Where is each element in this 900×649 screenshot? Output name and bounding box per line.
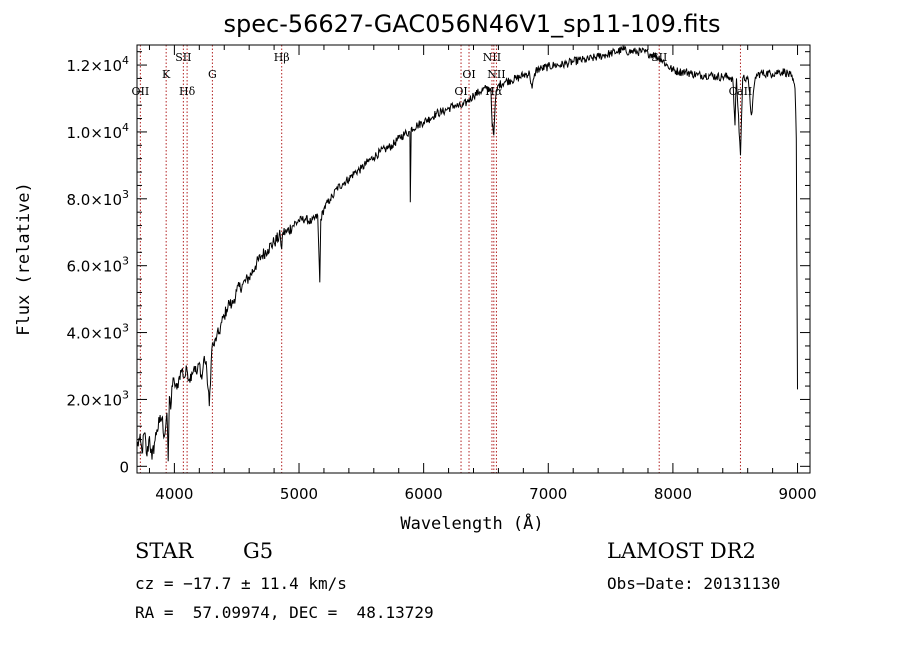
object-class: STAR [135,539,194,563]
y-tick-label: 8.0×103 [66,188,129,209]
plot-frame [136,44,811,474]
line-marker-label: Hδ [179,85,196,98]
spectrum-line [136,45,798,462]
x-tick-label: 6000 [405,485,443,503]
chart-title: spec-56627-GAC056N46V1_sp11-109.fits [224,10,721,38]
line-marker-label: NII [483,51,501,64]
series-layer [136,45,798,462]
line-marker-label: OI [454,85,467,98]
line-marker-label: OI [462,68,475,81]
object-subclass: G5 [243,539,274,563]
y-tick-label: 1.2×104 [66,54,129,75]
x-tick-label: 5000 [280,485,318,503]
line-marker-label: SII [175,51,191,64]
x-tick-label: 4000 [155,485,193,503]
x-tick-label: 7000 [529,485,567,503]
y-axis-label: Flux (relative) [14,182,34,336]
obs-date: Obs−Date: 20131130 [607,574,781,593]
y-tick-label: 2.0×103 [66,388,129,409]
redshift-readout: cz = −17.7 ± 11.4 km/s [135,574,347,593]
x-axis-label: Wavelength (Å) [400,512,543,534]
coordinates: RA = 57.09974, DEC = 48.13729 [135,603,434,622]
line-marker-label: K [162,68,171,81]
x-tick-label: 9000 [778,485,816,503]
x-axis: 4000 5000 6000 7000 8000 9000 [148,45,817,503]
y-tick-label: 0 [119,458,129,476]
y-tick-label: 4.0×103 [66,322,129,343]
survey-name: LAMOST DR2 [607,539,756,563]
line-marker-label: Hβ [274,51,290,64]
y-axis: 0 2.0×103 4.0×103 6.0×103 8.0×103 1.0×104 1.2×… [66,51,810,476]
x-tick-label: 8000 [654,485,692,503]
line-marker-label: G [208,68,217,81]
y-tick-label: 1.0×104 [66,121,129,142]
line-marker-label: CaII [729,85,753,98]
y-tick-label: 6.0×103 [66,255,129,276]
line-marker-label: NII [487,68,505,81]
